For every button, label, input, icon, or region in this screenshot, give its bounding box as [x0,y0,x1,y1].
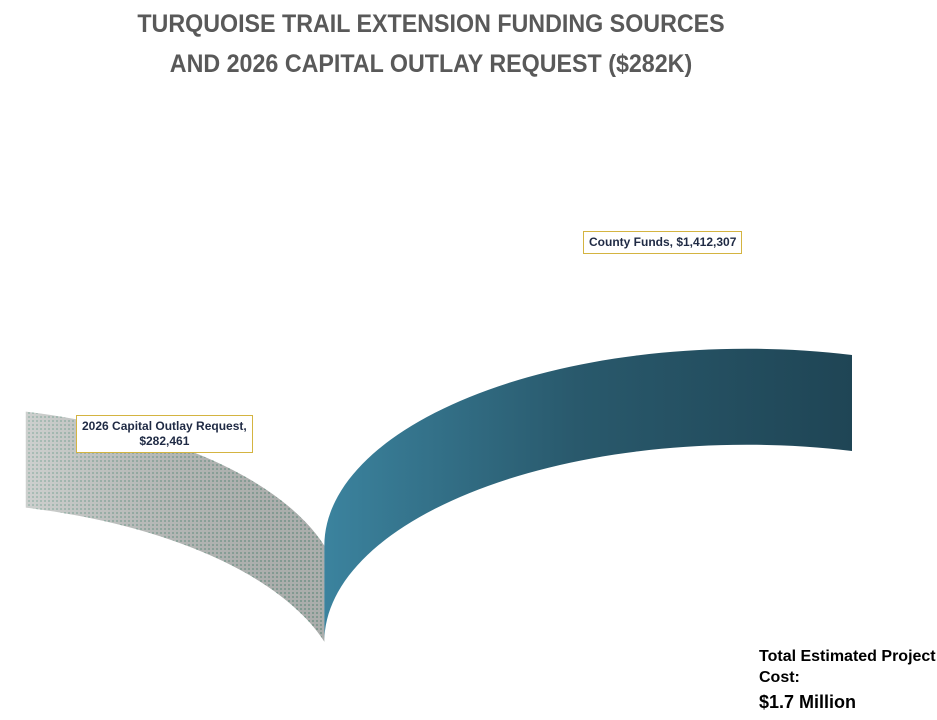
total-cost-label: Total Estimated Project Cost: [759,648,936,686]
slice-side-county-funds [324,348,853,642]
total-cost-value: $1.7 Million [759,692,857,712]
data-label-capital-outlay-text: 2026 Capital Outlay Request, $282,461 [82,419,247,448]
chart-title-line-1: TURQUOISE TRAIL EXTENSION FUNDING SOURCE… [137,10,725,38]
chart-title: TURQUOISE TRAIL EXTENSION FUNDING SOURCE… [30,4,832,84]
data-label-capital-outlay: 2026 Capital Outlay Request, $282,461 [76,415,253,453]
chart-title-line-2: AND 2026 CAPITAL OUTLAY REQUEST ($282K) [169,50,693,78]
total-cost-note: Total Estimated Project Cost: $1.7 Milli… [759,646,937,714]
data-label-county-funds: County Funds, $1,412,307 [583,231,743,254]
slice-side-shading [25,411,325,642]
